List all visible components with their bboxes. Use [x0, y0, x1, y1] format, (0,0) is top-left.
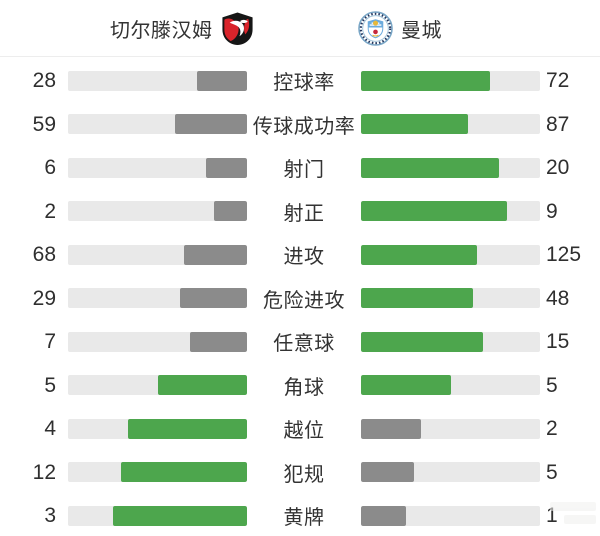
stat-label: 控球率 [273, 72, 335, 95]
stat-row: 5 角球 5 [0, 364, 600, 408]
stat-row: 4 越位 2 [0, 407, 600, 451]
away-bar-track [361, 288, 540, 309]
stat-label: 越位 [283, 420, 325, 443]
home-value: 3 [44, 504, 56, 528]
home-value: 29 [32, 286, 56, 310]
away-bar-track [361, 375, 540, 396]
home-value: 28 [32, 69, 56, 93]
away-team-name: 曼城 [401, 19, 442, 42]
home-bar-fill [120, 462, 247, 483]
stat-row: 7 任意球 15 [0, 320, 600, 364]
manchester-city-crest-icon [358, 10, 393, 46]
home-value: 12 [32, 460, 56, 484]
home-value: 6 [44, 156, 56, 180]
stat-row: 6 射门 20 [0, 146, 600, 190]
away-bar-track [361, 70, 540, 91]
stat-label: 进攻 [283, 246, 325, 269]
home-value: 5 [44, 373, 56, 397]
home-bar-track [68, 375, 247, 396]
home-team: 切尔滕汉姆 [110, 0, 255, 56]
stat-row: 29 危险进攻 48 [0, 277, 600, 321]
away-bar-fill [361, 418, 421, 439]
stat-row: 12 犯规 5 [0, 451, 600, 495]
stat-label: 射门 [283, 159, 325, 182]
away-value: 125 [546, 243, 582, 267]
home-bar-track [68, 70, 247, 91]
away-value: 15 [546, 330, 570, 354]
home-bar-fill [214, 201, 247, 222]
away-bar-track [361, 244, 540, 265]
away-bar-track [361, 114, 540, 135]
home-bar-track [68, 331, 247, 352]
away-bar-fill [361, 114, 468, 135]
away-value: 2 [546, 417, 558, 441]
away-bar-track [361, 462, 540, 483]
stat-row: 2 射正 9 [0, 190, 600, 234]
stat-row: 59 传球成功率 87 [0, 103, 600, 147]
home-bar-track [68, 418, 247, 439]
home-bar-fill [127, 418, 247, 439]
home-value: 2 [44, 199, 56, 223]
away-value: 5 [546, 460, 558, 484]
away-bar-track [361, 201, 540, 222]
home-value: 7 [44, 330, 56, 354]
away-bar-fill [361, 505, 406, 526]
away-value: 48 [546, 286, 570, 310]
away-bar-fill [361, 244, 477, 265]
home-bar-fill [157, 375, 247, 396]
away-bar-fill [361, 201, 508, 222]
home-bar-track [68, 114, 247, 135]
home-bar-fill [184, 244, 247, 265]
stat-label: 黄牌 [283, 507, 325, 530]
home-team-name: 切尔滕汉姆 [110, 19, 213, 42]
away-bar-track [361, 418, 540, 439]
away-value: 72 [546, 69, 570, 93]
home-bar-fill [205, 157, 247, 178]
home-value: 59 [32, 112, 56, 136]
home-bar-track [68, 157, 247, 178]
stat-label: 传球成功率 [252, 115, 356, 138]
stat-label: 危险进攻 [263, 289, 345, 312]
away-bar-fill [361, 462, 414, 483]
away-value: 87 [546, 112, 570, 136]
away-bar-fill [361, 70, 490, 91]
away-bar-track [361, 505, 540, 526]
stat-row: 3 黄牌 1 [0, 494, 600, 536]
home-bar-fill [196, 70, 247, 91]
away-value: 20 [546, 156, 570, 180]
home-bar-track [68, 288, 247, 309]
stat-label: 角球 [283, 376, 325, 399]
home-bar-track [68, 201, 247, 222]
away-bar-track [361, 331, 540, 352]
stat-row: 28 控球率 72 [0, 59, 600, 103]
cheltenham-crest-icon [221, 11, 253, 45]
home-value: 4 [44, 417, 56, 441]
home-value: 68 [32, 243, 56, 267]
away-bar-fill [361, 157, 499, 178]
away-bar-fill [361, 331, 484, 352]
match-stats-header: 切尔滕汉姆 曼城 [0, 0, 600, 57]
home-bar-track [68, 462, 247, 483]
stat-label: 任意球 [273, 333, 335, 356]
away-team: 曼城 [358, 0, 442, 56]
away-value: 5 [546, 373, 558, 397]
stat-row: 68 进攻 125 [0, 233, 600, 277]
away-bar-fill [361, 375, 451, 396]
stat-label: 犯规 [283, 463, 325, 486]
away-value: 1 [546, 504, 558, 528]
stats-list: 28 控球率 72 59 传球成功率 87 6 射门 20 2 [0, 57, 600, 536]
home-bar-fill [174, 114, 247, 135]
stat-label: 射正 [283, 202, 325, 225]
home-bar-fill [190, 331, 247, 352]
away-value: 9 [546, 199, 558, 223]
home-bar-fill [112, 505, 247, 526]
away-bar-track [361, 157, 540, 178]
home-bar-fill [179, 288, 247, 309]
away-bar-fill [361, 288, 473, 309]
home-bar-track [68, 244, 247, 265]
home-bar-track [68, 505, 247, 526]
